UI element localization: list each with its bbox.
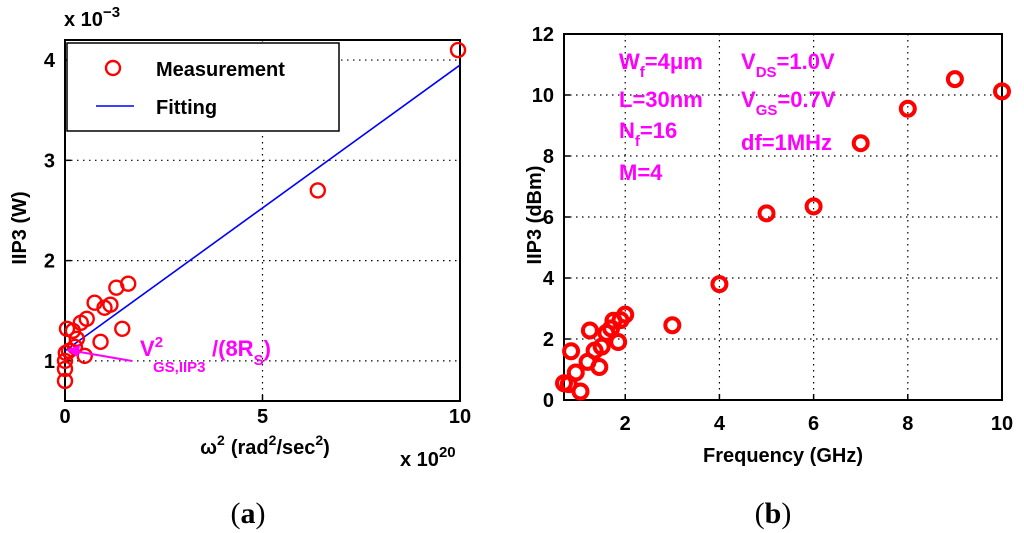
x-tick-label: 4	[714, 413, 726, 435]
iip3-point	[757, 204, 776, 223]
chart-b-annotations: Wf=4μm L=30nm Nf=16 M=4 VDS=1.0V VGS=0.7…	[619, 49, 836, 185]
iip3-point	[945, 70, 964, 89]
y-tick-label: 4	[44, 50, 56, 72]
annotation-wf: Wf=4μm	[619, 49, 703, 81]
annotation-rs-term: /(8RS)	[212, 336, 271, 369]
x-tick-label: 2	[620, 413, 631, 435]
annotation-vgs-subscript: GS,IIP3	[153, 359, 206, 376]
chart-b-y-axis-label: IIP3 (dBm)	[524, 166, 546, 265]
iip3-point	[590, 358, 609, 377]
y-tick-label: 12	[532, 24, 554, 46]
chart-a-legend-box	[66, 42, 340, 132]
annotation-l: L=30nm	[619, 87, 703, 112]
fitting-line	[64, 64, 461, 352]
iip3-point	[562, 342, 581, 361]
annotation-nf: Nf=16	[619, 118, 677, 150]
measurement-point	[449, 41, 467, 59]
annotation-df: df=1MHz	[741, 130, 832, 155]
annotation-vds: VDS=1.0V	[741, 49, 835, 81]
y-tick-label: 2	[543, 329, 554, 351]
measurement-point	[86, 294, 103, 311]
chart-a-fit-series	[64, 64, 461, 352]
chart-a-panel-label: (a)	[231, 497, 266, 530]
iip3-point	[804, 197, 823, 216]
annotation-vgs-formula: V2	[140, 334, 163, 361]
measurement-point	[68, 330, 86, 348]
x-tick-label: 5	[257, 406, 268, 428]
iip3-point	[566, 363, 585, 382]
iip3-point	[898, 99, 917, 118]
iip3-point	[710, 275, 729, 294]
chart-b: 2 4 6 8 10 0 2 4 6 8 10 12 Frequency (GHz) IIP3 (dB…	[524, 24, 1013, 530]
chart-a-y-multiplier: x 10−3	[64, 4, 120, 31]
annotation-m: M=4	[619, 160, 663, 185]
measurement-point	[114, 320, 131, 337]
iip3-point	[571, 382, 590, 401]
measurement-point	[76, 347, 93, 365]
chart-a-annotation: V2 GS,IIP3 /(8RS)	[66, 334, 271, 376]
annotation-arrow-line	[73, 350, 133, 362]
iip3-point	[580, 321, 599, 340]
iip3-point	[609, 333, 628, 352]
chart-a-x-axis-label: ω2 (rad2/sec2)	[200, 432, 330, 459]
y-tick-label: 6	[543, 207, 554, 229]
y-tick-label: 1	[44, 351, 55, 373]
chart-a-x-multiplier: x 1020	[400, 444, 456, 471]
measurement-point	[102, 296, 119, 313]
chart-b-x-axis-label: Frequency (GHz)	[703, 445, 863, 467]
y-tick-label: 3	[44, 150, 55, 172]
x-tick-label: 6	[808, 413, 819, 435]
measurement-point	[119, 275, 137, 292]
annotation-vgs: VGS=0.7V	[741, 87, 836, 119]
x-tick-label: 10	[991, 413, 1013, 435]
x-tick-label: 10	[449, 406, 471, 428]
chart-a: 0 5 10 1 2 3 4 x 10−3 x 1020 ω2 (rad2/sec2) IIP…	[9, 4, 471, 530]
iip3-point	[663, 316, 682, 335]
x-tick-label: 8	[902, 413, 913, 435]
y-tick-label: 2	[44, 251, 55, 273]
chart-b-panel-label: (b)	[755, 497, 792, 530]
measurement-point	[56, 360, 74, 378]
iip3-point	[851, 134, 870, 153]
chart-b-ticks: 2 4 6 8 10 0 2 4 6 8 10 12	[532, 24, 1013, 435]
measurement-point	[309, 182, 326, 199]
chart-b-iip3-series	[555, 70, 1011, 401]
y-tick-label: 8	[543, 146, 554, 168]
y-tick-label: 10	[532, 85, 554, 107]
iip3-point	[993, 82, 1011, 101]
legend-measurement-label: Measurement	[156, 59, 285, 81]
y-tick-label: 4	[543, 268, 555, 290]
chart-a-y-axis-label: IIP3 (W)	[9, 191, 31, 264]
x-tick-label: 0	[59, 406, 70, 428]
chart-a-legend: Measurement Fitting	[66, 42, 340, 132]
annotation-arrowhead	[66, 345, 80, 357]
measurement-point	[92, 333, 109, 351]
measurement-point	[78, 310, 95, 327]
legend-fitting-label: Fitting	[156, 97, 217, 119]
measurement-point	[56, 372, 74, 390]
iip3-point	[616, 305, 635, 324]
y-tick-label: 0	[543, 390, 554, 412]
legend-measurement-marker	[104, 59, 122, 77]
measurement-point	[56, 352, 74, 370]
chart-b-grid	[564, 34, 1002, 400]
